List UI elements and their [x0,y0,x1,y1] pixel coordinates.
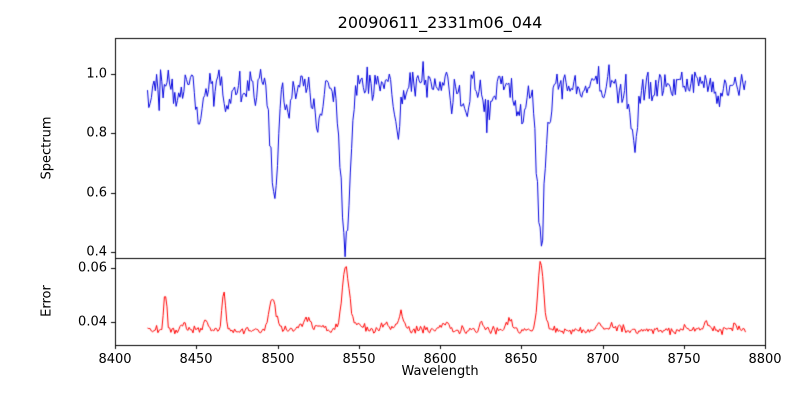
x-tick-label: 8700 [586,352,620,367]
y-axis-label-spectrum: Spectrum [39,116,55,180]
y-tick-label-error: 0.06 [78,260,107,276]
y-tick-label-spectrum: 0.8 [86,125,107,141]
x-tick-label: 8450 [179,352,213,367]
x-tick-label: 8550 [342,352,376,367]
y-tick-label-spectrum: 0.4 [86,244,107,260]
y-tick-label-error: 0.04 [78,314,107,330]
x-tick-label: 8600 [423,352,457,367]
x-tick-label: 8400 [98,352,132,367]
x-tick-label: 8500 [261,352,295,367]
x-axis-label: Wavelength [401,364,479,379]
x-tick-label: 8800 [748,352,782,367]
x-tick-label: 8650 [504,352,538,367]
x-tick-label: 8750 [667,352,701,367]
y-tick-label-spectrum: 1.0 [86,66,107,82]
chart-title: 20090611_2331m06_044 [337,13,543,32]
y-axis-label-error: Error [39,285,55,317]
y-tick-label-spectrum: 0.6 [86,185,107,201]
